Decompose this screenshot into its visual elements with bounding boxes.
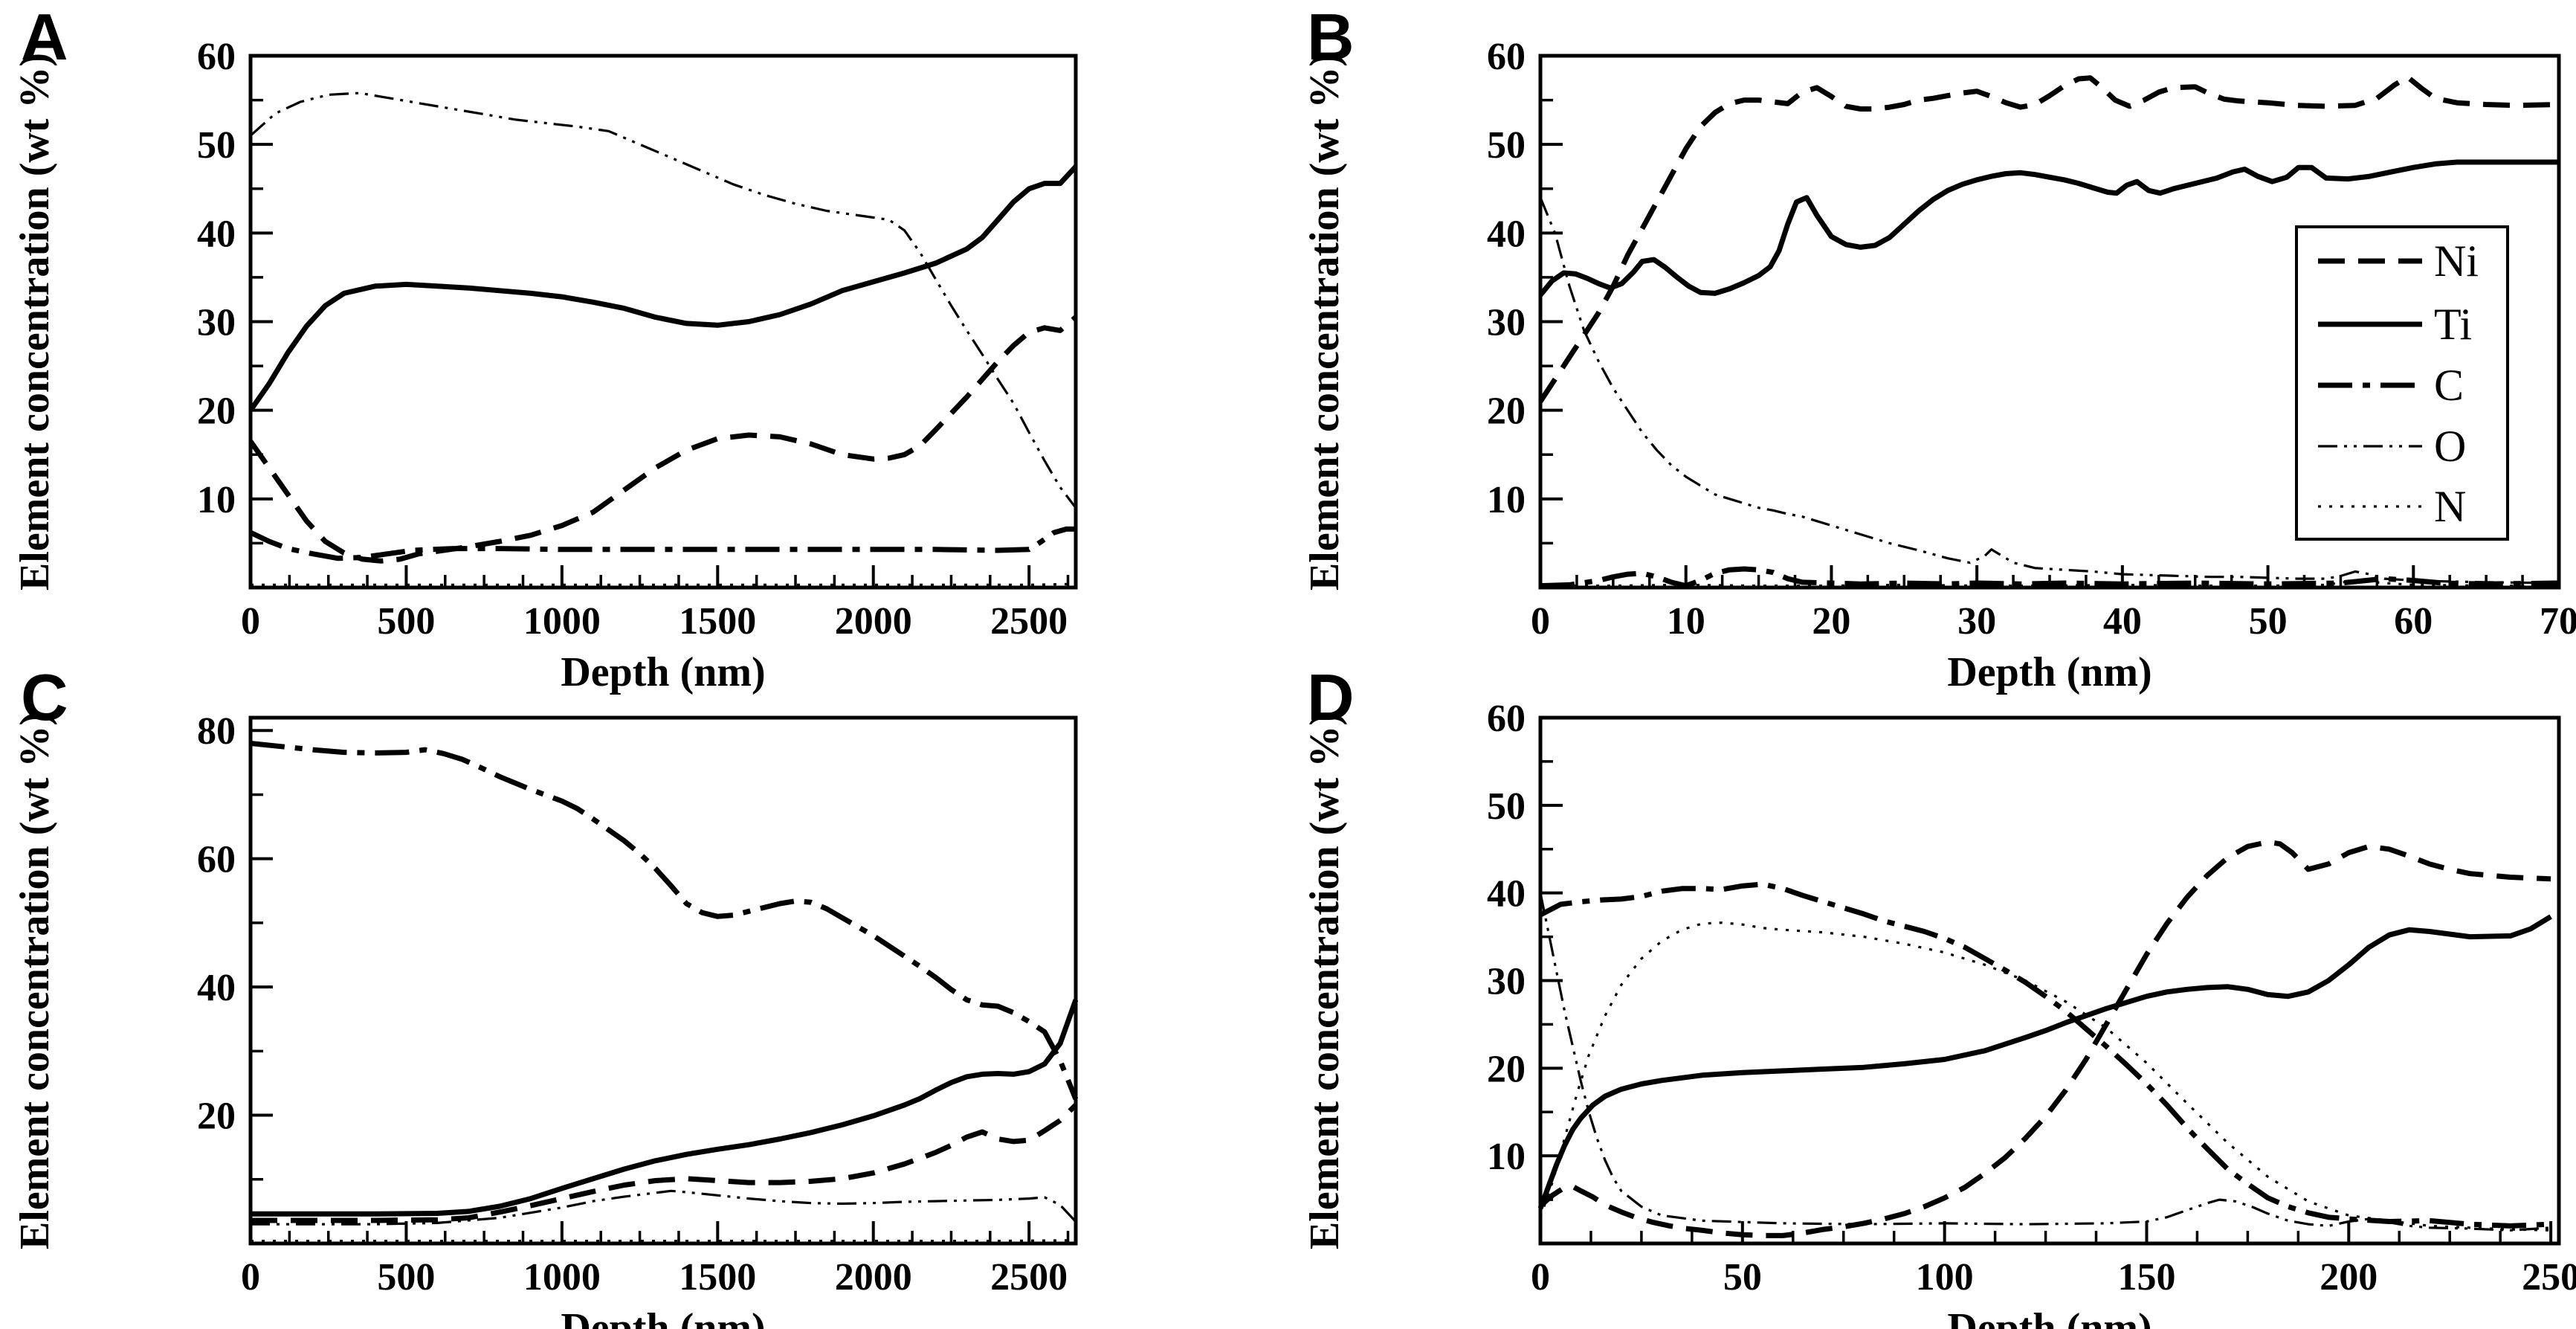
y-tick-label: 40 xyxy=(197,967,236,1009)
y-tick-label: 20 xyxy=(1487,390,1526,433)
series-D-O xyxy=(1539,892,2551,1232)
panel-D: 0 50 100 150 200 250 10 20 30 40 50 60 Depth (nm) Ele… xyxy=(1302,698,2576,1329)
panel-B: 0 10 20 30 40 50 60 70 10 20 30 40 50 60 Depth (nm) Ele… xyxy=(1302,36,2576,695)
x-tick-label: 30 xyxy=(1957,600,1996,643)
legend-label-C: C xyxy=(2434,361,2464,410)
series-B-C xyxy=(1540,566,2560,589)
axes-frame-C xyxy=(248,715,1078,1246)
x-tick-label: 0 xyxy=(241,600,260,643)
y-tick-label: 80 xyxy=(197,710,236,753)
legend: Ni Ti CON xyxy=(2295,225,2509,541)
legend-label-N: N xyxy=(2434,482,2466,531)
x-tick-label: 70 xyxy=(2540,600,2576,643)
y-tick-label: 40 xyxy=(197,213,236,255)
y-tick-label: 30 xyxy=(1487,961,1526,1003)
x-tick-label: 1500 xyxy=(679,1256,756,1299)
x-tick-label: 500 xyxy=(377,600,435,643)
series-A-O xyxy=(249,91,1077,509)
x-tick-label: 1000 xyxy=(523,600,601,643)
y-tick-label: 10 xyxy=(1487,1136,1526,1178)
x-tick-label: 2500 xyxy=(990,1256,1068,1299)
panel-letter-b: B xyxy=(1307,0,1355,74)
x-tick-label: 0 xyxy=(241,1256,260,1299)
y-tick-label: 50 xyxy=(1487,124,1526,167)
x-tick-label: 20 xyxy=(1812,600,1850,643)
y-axis-title-D: Element concentration (wt %) xyxy=(1302,712,1348,1249)
panel-C: 0 500 1000 1500 2000 2500 20 40 60 80 Depth (nm) El… xyxy=(12,710,1078,1329)
x-tick-label: 1000 xyxy=(523,1256,601,1299)
x-tick-label: 50 xyxy=(1723,1256,1762,1299)
y-axis-title-B: Element concentration (wt %) xyxy=(1302,53,1348,591)
y-tick-label: 40 xyxy=(1487,213,1526,255)
x-tick-label: 50 xyxy=(2249,600,2288,643)
y-tick-label: 60 xyxy=(1487,698,1526,740)
y-tick-label: 30 xyxy=(197,302,236,344)
series-A-C xyxy=(249,526,1076,561)
series-D-Ti xyxy=(1538,914,2552,1210)
x-axis-title-A: Depth (nm) xyxy=(561,649,765,695)
x-tick-label: 500 xyxy=(377,1256,435,1299)
x-axis-title-B: Depth (nm) xyxy=(1947,649,2151,695)
panel-letter-d: D xyxy=(1307,660,1355,734)
series-C-O xyxy=(251,1189,1077,1226)
y-tick-label: 50 xyxy=(197,124,236,167)
series-B-O xyxy=(1539,197,2560,585)
series-A-Ni xyxy=(248,315,1078,564)
x-tick-label: 60 xyxy=(2394,600,2433,643)
panel-letter-a: A xyxy=(21,0,68,74)
y-tick-label: 50 xyxy=(1487,785,1526,828)
series-B-Ti xyxy=(1538,159,2559,297)
y-axis-title-A: Element concentration (wt %) xyxy=(12,53,58,591)
series-C-Ti xyxy=(251,999,1078,1217)
series-C-N xyxy=(251,1239,1076,1243)
y-tick-label: 10 xyxy=(1487,479,1526,521)
x-tick-label: 40 xyxy=(2103,600,2142,643)
x-axis-title-D: Depth (nm) xyxy=(1947,1305,2151,1329)
panel-letter-c: C xyxy=(21,660,68,734)
y-tick-label: 60 xyxy=(197,839,236,881)
x-tick-label: 1500 xyxy=(679,600,756,643)
series-D-Ni xyxy=(1538,839,2551,1238)
series-C-Ni xyxy=(251,1103,1078,1223)
panel-A: 0 500 1000 1500 2000 2500 10 20 30 40 50 60 Depth (n… xyxy=(12,36,1078,695)
x-tick-label: 150 xyxy=(2117,1256,2175,1299)
x-tick-label: 0 xyxy=(1531,1256,1550,1299)
x-tick-label: 100 xyxy=(1916,1256,1974,1299)
y-tick-label: 40 xyxy=(1487,873,1526,916)
y-tick-label: 10 xyxy=(197,479,236,521)
series-C-C xyxy=(250,741,1078,1101)
x-tick-label: 200 xyxy=(2320,1256,2378,1299)
axes-frame-A xyxy=(248,54,1078,590)
legend-label-O: O xyxy=(2434,422,2466,471)
y-axis-title-C: Element concentration (wt %) xyxy=(12,712,58,1249)
y-tick-label: 60 xyxy=(1487,36,1526,78)
y-tick-label: 20 xyxy=(197,1095,236,1138)
legend-label-Ti: Ti xyxy=(2434,300,2472,349)
series-A-Ti xyxy=(248,164,1078,412)
x-tick-label: 2000 xyxy=(835,1256,912,1299)
x-tick-label: 2500 xyxy=(990,600,1068,643)
x-tick-label: 250 xyxy=(2522,1256,2576,1299)
legend-label-Ni: Ni xyxy=(2434,236,2479,286)
x-tick-label: 10 xyxy=(1667,600,1705,643)
y-tick-label: 20 xyxy=(197,390,236,433)
axes-frame-D xyxy=(1538,715,2561,1246)
y-tick-label: 30 xyxy=(1487,302,1526,344)
x-tick-label: 0 xyxy=(1531,600,1550,643)
series-B-Ni xyxy=(1538,74,2560,403)
x-tick-label: 2000 xyxy=(835,600,912,643)
y-tick-label: 60 xyxy=(197,36,236,78)
series-D-C xyxy=(1539,881,2551,1229)
x-axis-title-C: Depth (nm) xyxy=(561,1305,765,1329)
y-tick-label: 20 xyxy=(1487,1048,1526,1090)
